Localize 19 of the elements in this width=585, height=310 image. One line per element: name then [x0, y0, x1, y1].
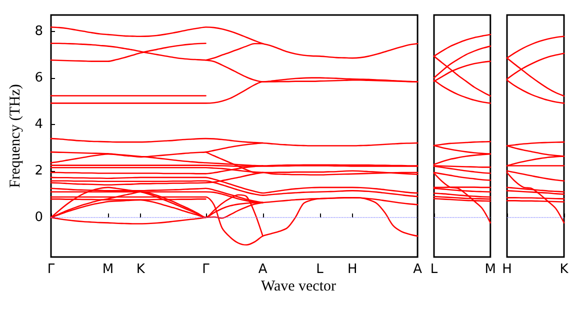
x-tick-label: A [258, 262, 268, 277]
x-tick-label: M [102, 262, 114, 277]
x-tick-label: K [560, 262, 569, 277]
y-tick-label: 4 [34, 116, 43, 132]
y-tick-label: 8 [34, 24, 43, 39]
y-tick-label: 6 [34, 70, 43, 86]
x-tick-label: L [316, 262, 324, 277]
x-tick-label: Γ [47, 262, 56, 277]
x-tick-label: H [502, 262, 512, 277]
x-axis-title: Wave vector [261, 278, 336, 294]
x-tick-label: H [348, 262, 358, 277]
x-tick-label: M [484, 262, 496, 277]
y-axis-title: Frequency (THz) [8, 84, 24, 188]
y-tick-label: 0 [34, 210, 43, 225]
x-tick-label: L [430, 262, 438, 277]
x-tick-label: K [136, 262, 146, 277]
x-tick-label: Γ [202, 262, 210, 277]
y-tick-label: 2 [34, 163, 43, 178]
x-tick-label: A [413, 262, 422, 277]
